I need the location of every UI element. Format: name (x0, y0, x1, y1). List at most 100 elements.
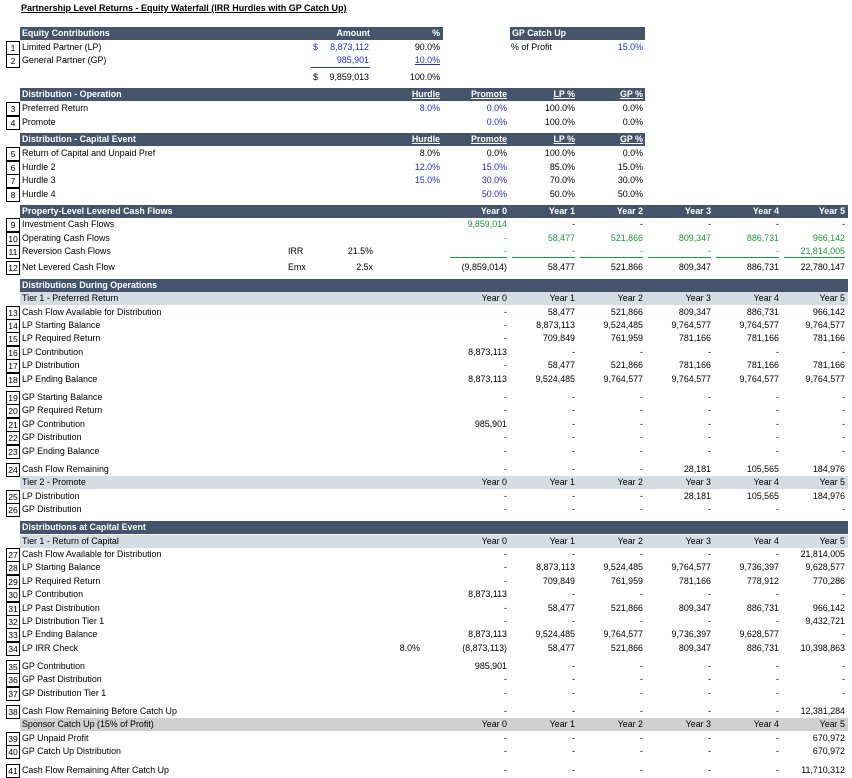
row-number: 15 (6, 332, 20, 346)
dist_operation-label: Promote (22, 116, 56, 127)
row-value: - (640, 491, 643, 501)
row-value: 9,764,577 (603, 374, 643, 384)
property-label: Investment Cash Flows (22, 219, 115, 229)
row-label: GP Unpaid Profit (22, 733, 89, 743)
dist_operation-gp: 0.0% (622, 116, 643, 127)
row-number: 5 (6, 147, 20, 161)
row-label: Cash Flow Remaining Before Catch Up (22, 706, 177, 716)
row-number: 3 (6, 102, 20, 116)
row-label: LP Required Return (22, 576, 101, 586)
row-number: 39 (6, 732, 20, 746)
row-label: LP Distribution Tier 1 (22, 616, 105, 626)
dist_capital-gp: 0.0% (622, 148, 643, 158)
row-label: GP Required Return (22, 405, 103, 415)
property-value: - (504, 246, 507, 256)
reversion-underline (784, 257, 845, 258)
row-number: 8 (6, 187, 20, 202)
dist_capital-gp: 15.0% (617, 161, 643, 172)
property-value: 809,347 (678, 262, 711, 272)
row-value: 9,524,485 (603, 320, 643, 330)
row-value: - (776, 674, 779, 684)
ops-tier1-year-3: Year 3 (685, 293, 711, 303)
row-value: 9,628,577 (739, 629, 779, 639)
row-value: - (842, 419, 845, 429)
ops-tier2-year-4: Year 4 (753, 477, 779, 487)
dist_capital-header-bar (20, 133, 645, 146)
row-value: 9,764,577 (739, 320, 779, 330)
row-value: 10,398,863 (800, 643, 845, 653)
property-header: Property-Level Levered Cash Flows (22, 206, 173, 216)
row-value: 670,972 (812, 733, 845, 743)
catchup-header: GP Catch Up (512, 28, 567, 38)
row-value: 966,142 (812, 307, 845, 317)
row-value: - (776, 616, 779, 626)
equity-currency: $ (313, 42, 318, 52)
row-number: 9 (6, 218, 20, 232)
dist_capital-promote: 50.0% (481, 188, 507, 199)
reversion-underline (648, 257, 711, 258)
property-value: 966,142 (812, 233, 845, 243)
property-value: - (572, 219, 575, 229)
row-value: 8,873,113 (468, 374, 507, 384)
row-value: - (776, 446, 779, 456)
row-value: - (504, 405, 507, 415)
row-value: 11,710,312 (801, 765, 845, 775)
row-value: - (572, 419, 575, 429)
row-value: 781,166 (678, 360, 711, 370)
row-value: - (572, 688, 575, 698)
dist_capital-lp: 70.0% (549, 175, 575, 186)
row-label: LP Contribution (22, 347, 84, 357)
equity-label: Limited Partner (LP) (22, 42, 102, 52)
equity-header: Equity Contributions (22, 28, 110, 38)
property-value: 809,347 (678, 233, 711, 243)
cap-catchup-year-1: Year 1 (549, 719, 575, 729)
row-value: 781,166 (812, 333, 845, 343)
row-value: 778,912 (746, 576, 779, 586)
row-value: - (842, 347, 845, 357)
row-value: 58,477 (547, 603, 575, 613)
row-number: 4 (6, 115, 20, 130)
row-value: - (572, 616, 575, 626)
amount-header: Amount (336, 28, 370, 38)
row-value: - (640, 661, 643, 671)
row-number: 7 (6, 174, 20, 189)
row-value: - (708, 392, 711, 402)
equity-total-currency: $ (313, 72, 318, 82)
row-value: - (776, 661, 779, 671)
ops-tier1-year-4: Year 4 (753, 293, 779, 303)
row-value: - (504, 491, 507, 501)
dist_operation-col-header: Hurdle (411, 89, 440, 99)
dist_operation-header: Distribution - Operation (22, 89, 122, 99)
ops-tier2-year-3: Year 3 (685, 477, 711, 487)
row-value: - (708, 347, 711, 357)
row-value: 9,432,721 (805, 616, 845, 626)
row-value: 58,477 (547, 307, 575, 317)
row-value: - (708, 688, 711, 698)
dist_capital-hurdle: 15.0% (414, 175, 440, 186)
cap-catchup-year-3: Year 3 (685, 719, 711, 729)
dist_operation-label: Preferred Return (22, 103, 89, 113)
row-value: - (640, 419, 643, 429)
page-title: Partnership Level Returns - Equity Water… (21, 3, 347, 13)
equity-pct: 10.0% (414, 55, 440, 65)
property-value: 886,731 (746, 233, 779, 243)
row-label: GP Ending Balance (22, 446, 100, 456)
cap-catchup-hdr: Sponsor Catch Up (15% of Profit) (22, 719, 154, 729)
row-value: - (640, 446, 643, 456)
row-number: 32 (6, 615, 20, 629)
cap-catchup-bar (20, 718, 848, 731)
row-number: 21 (6, 418, 20, 432)
property-year-0: Year 0 (480, 206, 507, 216)
ops-header: Distributions During Operations (22, 280, 158, 290)
row-number: 28 (6, 561, 20, 575)
row-value: - (708, 405, 711, 415)
row-value: - (504, 746, 507, 756)
dist_capital-label: Hurdle 3 (22, 175, 56, 186)
row-number: 30 (6, 588, 20, 602)
property-value: 521,866 (610, 233, 643, 243)
row-value: 809,347 (678, 307, 711, 317)
row-label: GP Distribution (22, 432, 82, 442)
row-value: - (572, 706, 575, 716)
row-value: 12,381,284 (800, 706, 845, 716)
dist_capital-promote: 15.0% (481, 161, 507, 172)
